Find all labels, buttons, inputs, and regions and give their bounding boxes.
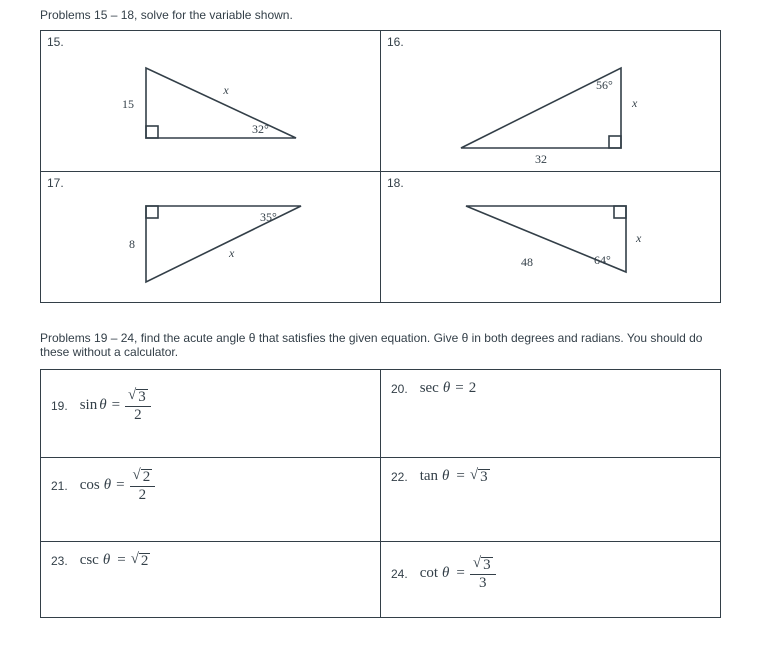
svg-text:32°: 32°: [252, 122, 269, 136]
problem-22-cell: 22. tanθ= √3: [381, 458, 721, 542]
problem-23-equation: 23. cscθ= √2: [47, 546, 374, 581]
svg-text:48: 48: [521, 255, 533, 269]
problem-24-equation: 24. cotθ= √3 3: [387, 546, 714, 609]
problem-20-equation: 20. secθ=2: [387, 374, 714, 415]
problem-15-figure: 15 x 32°: [106, 53, 316, 153]
svg-text:32: 32: [535, 152, 547, 163]
svg-text:15: 15: [122, 97, 134, 111]
svg-text:8: 8: [129, 237, 135, 251]
section1-instruction: Problems 15 – 18, solve for the variable…: [40, 8, 721, 22]
svg-text:x: x: [222, 83, 229, 97]
problem-16-number: 16.: [387, 35, 714, 49]
problem-16-figure: 32 56° x: [436, 53, 666, 163]
problem-17-number: 17.: [47, 176, 374, 190]
svg-text:35°: 35°: [260, 210, 277, 224]
problem-16-cell: 16. 32 56° x: [381, 31, 721, 172]
problem-19-cell: 19. sinθ= √3 2: [41, 370, 381, 458]
svg-text:64°: 64°: [594, 253, 611, 267]
problems-15-18-table: 15. 15 x 32° 16.: [40, 30, 721, 303]
problem-21-cell: 21. cosθ= √2 2: [41, 458, 381, 542]
svg-text:56°: 56°: [596, 78, 613, 92]
problem-18-cell: 18. 48 64° x: [381, 172, 721, 303]
problem-21-equation: 21. cosθ= √2 2: [47, 462, 374, 533]
problem-17-cell: 17. 8 35° x: [41, 172, 381, 303]
problem-19-equation: 19. sinθ= √3 2: [47, 374, 374, 449]
svg-text:x: x: [228, 246, 235, 260]
problem-22-equation: 22. tanθ= √3: [387, 462, 714, 503]
problems-19-24-table: 19. sinθ= √3 2 20. secθ=2: [40, 369, 721, 618]
problem-15-number: 15.: [47, 35, 374, 49]
svg-text:x: x: [635, 231, 642, 245]
problem-20-cell: 20. secθ=2: [381, 370, 721, 458]
problem-18-figure: 48 64° x: [436, 194, 666, 289]
problem-15-cell: 15. 15 x 32°: [41, 31, 381, 172]
problem-17-figure: 8 35° x: [101, 194, 321, 294]
problem-23-cell: 23. cscθ= √2: [41, 542, 381, 618]
section2-instruction: Problems 19 – 24, find the acute angle θ…: [40, 331, 721, 359]
svg-text:x: x: [631, 96, 638, 110]
problem-24-cell: 24. cotθ= √3 3: [381, 542, 721, 618]
problem-18-number: 18.: [387, 176, 714, 190]
